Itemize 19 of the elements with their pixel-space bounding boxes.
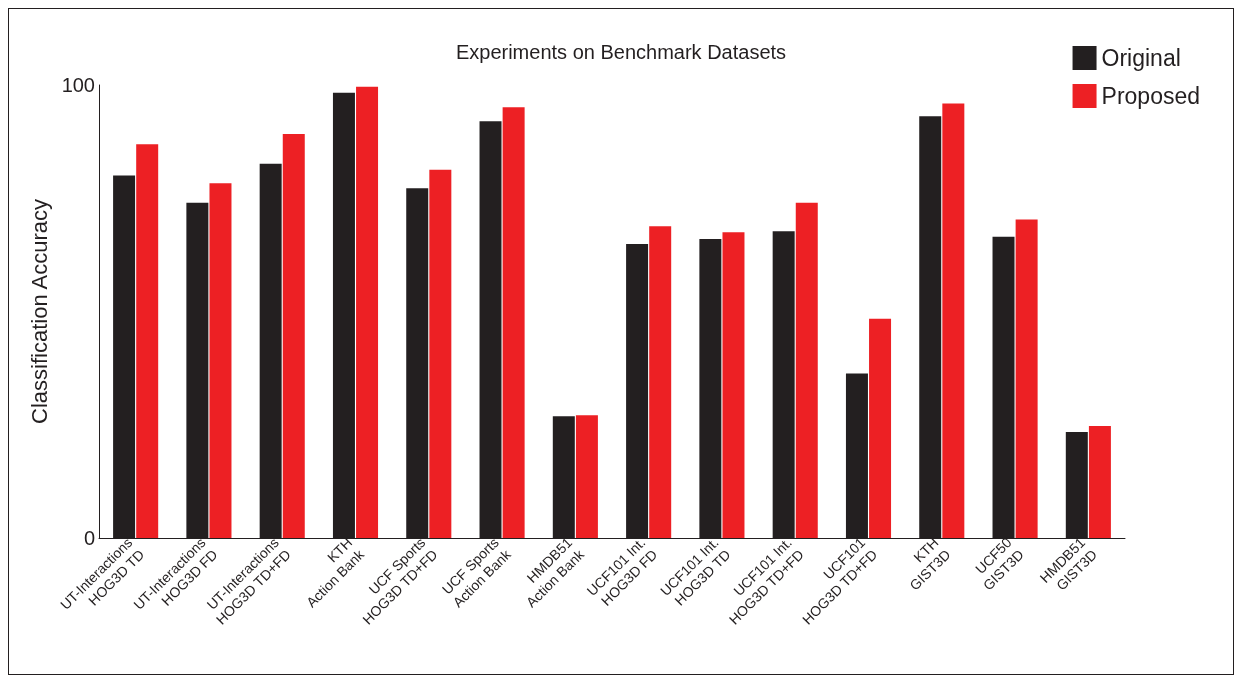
bar bbox=[209, 183, 232, 538]
bar bbox=[356, 86, 379, 538]
bar bbox=[942, 103, 965, 538]
bar bbox=[282, 133, 305, 538]
bar bbox=[575, 415, 598, 538]
bar bbox=[1015, 219, 1038, 538]
legend-label: Proposed bbox=[1101, 83, 1201, 109]
bar bbox=[429, 169, 452, 538]
bar bbox=[502, 107, 525, 538]
bar bbox=[795, 202, 818, 538]
chart-title: Experiments on Benchmark Datasets bbox=[455, 41, 787, 63]
legend-label: Original bbox=[1101, 45, 1181, 71]
y-axis-title: Classification Accuracy bbox=[27, 199, 53, 424]
bar bbox=[722, 232, 745, 538]
bar bbox=[649, 226, 672, 538]
bar bbox=[1088, 426, 1111, 538]
y-tick-label: 100 bbox=[61, 74, 95, 96]
bar bbox=[869, 318, 892, 538]
bar bbox=[136, 144, 159, 538]
